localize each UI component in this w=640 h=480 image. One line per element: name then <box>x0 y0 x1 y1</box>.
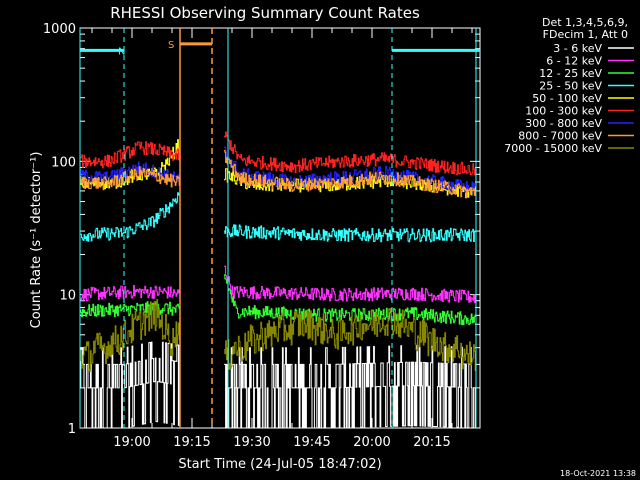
series-trace <box>224 146 477 195</box>
legend-entry-label: 100 - 300 keV <box>525 105 602 118</box>
legend-entry-label: 6 - 12 keV <box>546 55 602 68</box>
series-trace <box>224 308 477 371</box>
y-axis-label: Count Rate (s⁻¹ detector⁻¹) <box>29 152 44 329</box>
series-trace <box>224 224 477 243</box>
x-tick-label: 19:30 <box>233 435 270 450</box>
legend-entry-label: 300 - 800 keV <box>525 117 602 130</box>
y-tick-label: 1000 <box>43 22 76 37</box>
legend-entry-label: 50 - 100 keV <box>532 92 602 105</box>
legend-entry-label: 3 - 6 keV <box>553 42 602 55</box>
series-trace <box>224 131 477 176</box>
series-800-7000-kev <box>80 150 477 198</box>
series-trace <box>80 192 181 242</box>
series-trace <box>80 341 181 429</box>
series-layer <box>80 131 477 429</box>
legend-entry-label: 800 - 7000 keV <box>518 130 602 143</box>
series-trace <box>224 265 477 304</box>
legend-header: Det 1,3,4,5,6,9, <box>542 16 628 29</box>
series-trace <box>80 285 181 302</box>
legend: Det 1,3,4,5,6,9,FDecim 1, Att 03 - 6 keV… <box>504 16 634 155</box>
x-tick-label: 20:15 <box>413 435 450 450</box>
timestamp: 18-Oct-2021 13:38 <box>560 469 636 478</box>
series-trace <box>224 150 477 198</box>
x-tick-label: 19:00 <box>113 435 150 450</box>
chart-title: RHESSI Observing Summary Count Rates <box>110 4 420 22</box>
flags-layer: NS <box>79 28 480 428</box>
night-flag-label: N <box>118 46 125 57</box>
y-tick-label: 10 <box>59 289 76 304</box>
series-6-12-kev <box>80 265 477 304</box>
legend-entry-label: 25 - 50 keV <box>539 80 602 93</box>
y-tick-label: 100 <box>51 155 76 170</box>
series-7000-15000-kev <box>80 299 477 372</box>
saa-flag-label: S <box>168 40 174 51</box>
legend-header: FDecim 1, Att 0 <box>543 28 628 41</box>
y-tick-label: 1 <box>68 422 76 437</box>
x-axis-label: Start Time (24-Jul-05 18:47:02) <box>178 457 381 472</box>
series-3-6-kev <box>80 341 477 429</box>
x-tick-label: 20:00 <box>353 435 390 450</box>
x-tick-label: 19:45 <box>293 435 330 450</box>
series-trace <box>224 345 477 429</box>
series-25-50-kev <box>80 192 477 243</box>
legend-entry-label: 7000 - 15000 keV <box>504 142 602 155</box>
series-trace <box>80 299 181 372</box>
x-tick-label: 19:15 <box>173 435 210 450</box>
series-trace <box>80 141 181 169</box>
series-100-300-kev <box>80 131 477 176</box>
series-trace <box>80 301 180 318</box>
series-trace <box>80 166 181 191</box>
legend-entry-label: 12 - 25 keV <box>539 67 602 80</box>
